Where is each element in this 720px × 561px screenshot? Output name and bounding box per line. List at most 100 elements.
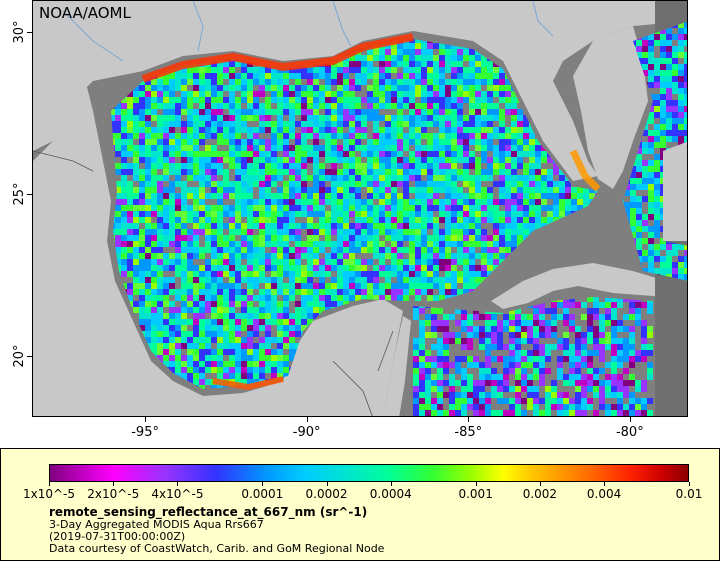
reflectance-pixel (247, 241, 253, 247)
reflectance-pixel (181, 211, 187, 217)
reflectance-pixel (445, 91, 451, 97)
reflectance-pixel (193, 319, 199, 325)
reflectance-pixel (421, 85, 427, 91)
reflectance-pixel (211, 169, 217, 175)
reflectance-pixel (361, 133, 367, 139)
reflectance-pixel (529, 151, 535, 157)
reflectance-pixel (397, 97, 403, 103)
reflectance-pixel (139, 115, 145, 121)
reflectance-pixel (193, 145, 199, 151)
reflectance-pixel (145, 325, 151, 331)
reflectance-pixel (265, 79, 271, 85)
reflectance-pixel (277, 289, 283, 295)
reflectance-pixel (121, 109, 127, 115)
reflectance-pixel (199, 265, 205, 271)
reflectance-pixel (397, 283, 403, 289)
reflectance-pixel (307, 313, 313, 319)
reflectance-pixel (403, 97, 409, 103)
reflectance-pixel (169, 301, 175, 307)
reflectance-pixel (421, 97, 427, 103)
reflectance-pixel (271, 205, 277, 211)
reflectance-pixel (217, 223, 223, 229)
reflectance-pixel (205, 313, 211, 319)
reflectance-pixel (319, 277, 325, 283)
reflectance-pixel (463, 67, 469, 73)
reflectance-pixel (313, 97, 319, 103)
reflectance-pixel (301, 85, 307, 91)
reflectance-pixel (223, 157, 229, 163)
reflectance-pixel (199, 79, 205, 85)
reflectance-pixel (481, 133, 487, 139)
reflectance-pixel (511, 205, 517, 211)
reflectance-pixel (475, 229, 481, 235)
reflectance-pixel (427, 43, 433, 49)
reflectance-pixel (253, 337, 259, 343)
reflectance-pixel (457, 235, 463, 241)
reflectance-pixel (487, 67, 493, 73)
reflectance-pixel (331, 151, 337, 157)
reflectance-pixel (493, 235, 499, 241)
reflectance-pixel (415, 235, 421, 241)
reflectance-pixel (505, 91, 511, 97)
reflectance-pixel (151, 133, 157, 139)
reflectance-pixel (115, 103, 121, 109)
reflectance-pixel (469, 235, 475, 241)
reflectance-pixel (463, 217, 469, 223)
reflectance-pixel (205, 241, 211, 247)
reflectance-pixel (259, 67, 265, 73)
reflectance-pixel (361, 235, 367, 241)
reflectance-pixel (151, 295, 157, 301)
reflectance-pixel (253, 175, 259, 181)
reflectance-pixel (307, 181, 313, 187)
reflectance-pixel (145, 313, 151, 319)
reflectance-pixel (421, 163, 427, 169)
reflectance-pixel (277, 91, 283, 97)
reflectance-pixel (481, 55, 487, 61)
map-area[interactable]: NOAA/AOML (32, 0, 688, 417)
reflectance-pixel (169, 73, 175, 79)
reflectance-pixel (277, 181, 283, 187)
reflectance-pixel (361, 223, 367, 229)
reflectance-pixel (241, 73, 247, 79)
reflectance-pixel (349, 109, 355, 115)
reflectance-pixel (553, 175, 559, 181)
reflectance-pixel (139, 211, 145, 217)
reflectance-pixel (379, 175, 385, 181)
reflectance-pixel (247, 193, 253, 199)
reflectance-pixel (277, 79, 283, 85)
reflectance-pixel (355, 157, 361, 163)
reflectance-pixel (343, 91, 349, 97)
reflectance-pixel (445, 265, 451, 271)
reflectance-pixel (241, 373, 247, 379)
reflectance-pixel (337, 175, 343, 181)
reflectance-pixel (361, 109, 367, 115)
reflectance-pixel (187, 289, 193, 295)
reflectance-pixel (343, 157, 349, 163)
reflectance-pixel (493, 217, 499, 223)
reflectance-pixel (433, 241, 439, 247)
reflectance-pixel (187, 319, 193, 325)
reflectance-pixel (247, 163, 253, 169)
reflectance-pixel (361, 259, 367, 265)
reflectance-pixel (379, 223, 385, 229)
reflectance-pixel (163, 355, 169, 361)
reflectance-pixel (433, 55, 439, 61)
reflectance-pixel (445, 97, 451, 103)
reflectance-pixel (331, 265, 337, 271)
reflectance-pixel (307, 235, 313, 241)
reflectance-pixel (157, 79, 163, 85)
reflectance-pixel (187, 175, 193, 181)
reflectance-pixel (199, 91, 205, 97)
reflectance-pixel (397, 103, 403, 109)
reflectance-pixel (373, 265, 379, 271)
reflectance-pixel (301, 157, 307, 163)
reflectance-pixel (487, 217, 493, 223)
reflectance-pixel (235, 247, 241, 253)
reflectance-pixel (241, 229, 247, 235)
reflectance-pixel (301, 295, 307, 301)
reflectance-pixel (451, 169, 457, 175)
reflectance-pixel (211, 217, 217, 223)
reflectance-pixel (469, 103, 475, 109)
reflectance-pixel (295, 259, 301, 265)
reflectance-pixel (475, 55, 481, 61)
